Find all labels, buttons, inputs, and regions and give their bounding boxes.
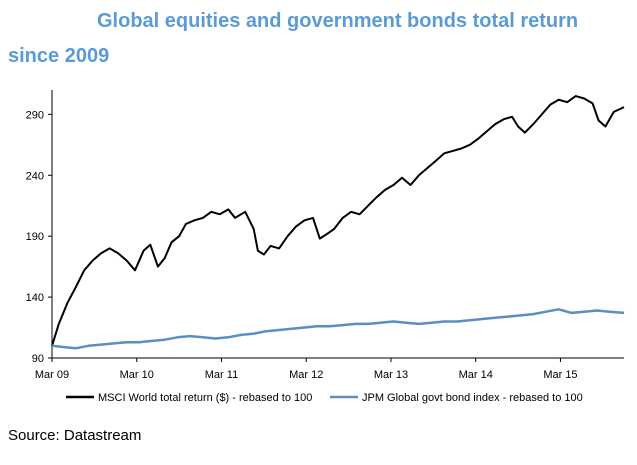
x-tick-label: Mar 10 xyxy=(120,369,154,381)
source-note: Source: Datastream xyxy=(8,427,142,444)
x-tick-label: Mar 09 xyxy=(35,369,69,381)
legend-label: MSCI World total return ($) - rebased to… xyxy=(98,392,312,404)
y-tick-label: 90 xyxy=(32,353,44,365)
y-tick-label: 290 xyxy=(26,109,44,121)
series-line-msci-world xyxy=(51,95,625,347)
x-tick-label: Mar 11 xyxy=(205,369,238,381)
x-tick-label: Mar 15 xyxy=(543,369,577,381)
x-tick-label: Mar 14 xyxy=(459,369,493,381)
y-tick-label: 190 xyxy=(26,231,44,243)
chart-title-line1: Global equities and government bonds tot… xyxy=(97,10,579,32)
chart-title-line2: since 2009 xyxy=(8,45,110,67)
y-tick-label: 140 xyxy=(26,292,44,304)
chart-area: 90 140 190 240 290 Mar 09 Mar 10 Mar 11 Mar 12 Ma… xyxy=(26,90,625,404)
x-tick-label: Mar 12 xyxy=(289,369,323,381)
series-group xyxy=(51,95,625,350)
x-tick-label: Mar 13 xyxy=(374,369,408,381)
y-tick-label: 240 xyxy=(26,170,44,182)
legend-label: JPM Global govt bond index - rebased to … xyxy=(362,392,583,404)
legend: MSCI World total return ($) - rebased to… xyxy=(66,392,583,404)
axes: 90 140 190 240 290 Mar 09 Mar 10 Mar 11 Mar 12 Ma… xyxy=(26,90,624,381)
series-line-jpm-bonds xyxy=(51,308,625,350)
